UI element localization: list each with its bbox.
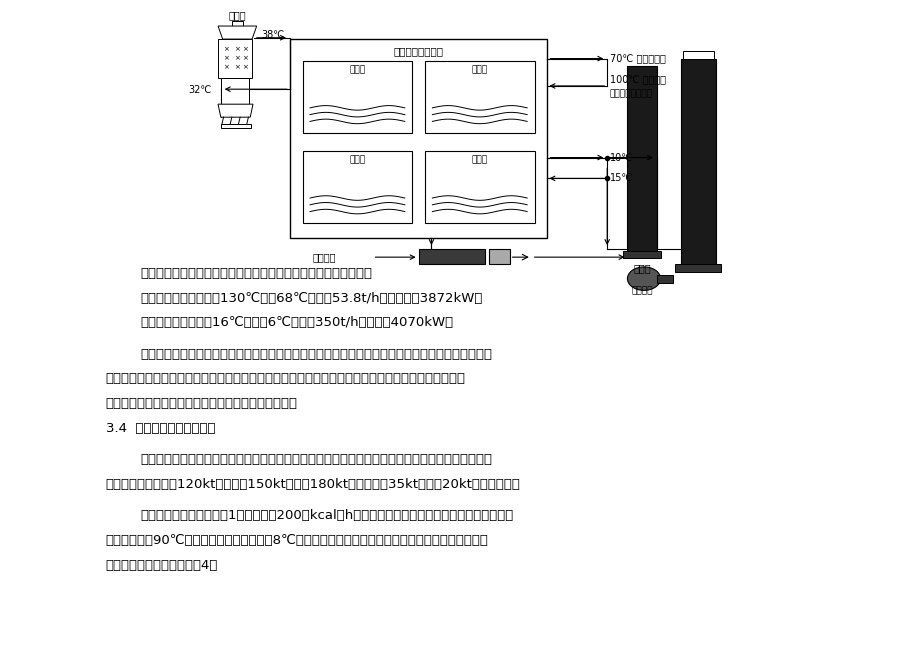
Text: 化工企业。具有年产120kt合成氨、150kt尿素、180kt碳铵、甲醛35kt、甲醇20kt的生产能力。: 化工企业。具有年产120kt合成氨、150kt尿素、180kt碳铵、甲醛35kt… xyxy=(106,478,520,491)
Text: 水进入氨分离器，提高了氨分离效果。同时通过冷水使降低半水煤气的温度，可提高了夏季压缩机的效: 水进入氨分离器，提高了氨分离效果。同时通过冷水使降低半水煤气的温度，可提高了夏季… xyxy=(106,372,465,385)
Bar xyxy=(418,249,484,264)
Text: ×: × xyxy=(242,55,247,62)
Text: 10℃: 10℃ xyxy=(609,152,632,163)
Bar xyxy=(682,51,713,59)
Bar xyxy=(489,249,509,264)
Text: 压缩机: 压缩机 xyxy=(632,263,651,273)
Text: ×: × xyxy=(234,64,240,70)
Text: ×: × xyxy=(234,46,240,52)
Text: 素生产过程中90℃余热水，通过机组制取出8℃冷冻水，用于合成氨生产过程中的氨分离和半水煤气的: 素生产过程中90℃余热水，通过机组制取出8℃冷冻水，用于合成氨生产过程中的氨分离… xyxy=(106,534,488,547)
Text: 70℃ 回系统冷却: 70℃ 回系统冷却 xyxy=(609,53,665,64)
Text: 河南颖青化工有限公司是以化学肥料生产、热电供应为主，兼有甲醇，甲醛等多种化工产品的综合性: 河南颖青化工有限公司是以化学肥料生产、热电供应为主，兼有甲醇，甲醛等多种化工产品… xyxy=(141,453,493,466)
Text: 38℃: 38℃ xyxy=(261,29,284,40)
Polygon shape xyxy=(218,26,256,39)
Bar xyxy=(425,151,534,223)
Bar xyxy=(680,59,715,267)
Text: 机组制冷量：冷水从16℃降低到6℃，流量350t/h，制冷量4070kW。: 机组制冷量：冷水从16℃降低到6℃，流量350t/h，制冷量4070kW。 xyxy=(141,316,453,329)
Text: 率，生产波动小，连续运行水平提高，增产效果明显。: 率，生产波动小，连续运行水平提高，增产效果明显。 xyxy=(106,397,298,410)
Text: ×: × xyxy=(223,64,229,70)
Text: 热水两效型制冷机: 热水两效型制冷机 xyxy=(393,46,443,56)
Text: 图3: 图3 xyxy=(453,253,466,264)
Text: （来自尿素装置）: （来自尿素装置） xyxy=(609,89,652,98)
Text: ×: × xyxy=(223,55,229,62)
Circle shape xyxy=(627,267,660,290)
Bar xyxy=(656,275,673,283)
Bar xyxy=(289,39,547,238)
Bar xyxy=(221,78,249,104)
Text: 该公司通过技术改造利用了原来被循环冷却水带走的热脱盐水的热量，通过溴化锂制冷机制取出的冷: 该公司通过技术改造利用了原来被循环冷却水带走的热脱盐水的热量，通过溴化锂制冷机制… xyxy=(141,348,493,361)
Text: 水冷塔: 水冷塔 xyxy=(228,10,246,20)
Text: 半水煤气: 半水煤气 xyxy=(312,252,336,262)
Text: ×: × xyxy=(242,46,247,52)
Bar xyxy=(675,264,720,272)
Bar xyxy=(302,151,412,223)
Text: 废热量：蒸汽凝液水从130℃降至68℃，流量53.8t/h，放出热量3872kW。: 废热量：蒸汽凝液水从130℃降至68℃，流量53.8t/h，放出热量3872kW… xyxy=(141,292,482,305)
Polygon shape xyxy=(218,104,253,117)
Text: ×: × xyxy=(234,55,240,62)
Text: ×: × xyxy=(223,46,229,52)
Text: ×: × xyxy=(242,64,247,70)
Bar xyxy=(622,251,661,258)
Bar xyxy=(218,39,252,78)
Text: 冷却。其生产工艺流程见图4。: 冷却。其生产工艺流程见图4。 xyxy=(106,559,218,572)
Text: 蒸发器: 蒸发器 xyxy=(349,156,365,164)
Text: 吸收器: 吸收器 xyxy=(471,156,487,164)
Text: 3.4  河南颖青化工有限公司: 3.4 河南颖青化工有限公司 xyxy=(106,422,215,435)
Bar xyxy=(232,21,243,26)
Text: 32℃: 32℃ xyxy=(188,85,211,95)
Bar xyxy=(425,61,534,133)
Text: 废热来源：尿素生产工艺中的蒸汽凝液，被利用后再送往锅炉房。: 废热来源：尿素生产工艺中的蒸汽凝液，被利用后再送往锅炉房。 xyxy=(141,267,372,280)
Bar xyxy=(627,66,656,255)
Text: 氨氮混合: 氨氮混合 xyxy=(630,286,652,296)
Text: 发生器: 发生器 xyxy=(471,65,487,74)
Bar xyxy=(302,61,412,133)
Text: 冷凝器: 冷凝器 xyxy=(349,65,365,74)
Text: 该公司在生产工艺使用了1台制冷量为200万kcal／h的热水单效型溴化锂吸收式冷水机组，利用尿: 该公司在生产工艺使用了1台制冷量为200万kcal／h的热水单效型溴化锂吸收式冷… xyxy=(141,509,514,522)
Text: 15℃: 15℃ xyxy=(609,173,632,184)
Bar xyxy=(221,124,251,128)
Text: 100℃ 热脱盐水: 100℃ 热脱盐水 xyxy=(609,74,665,85)
